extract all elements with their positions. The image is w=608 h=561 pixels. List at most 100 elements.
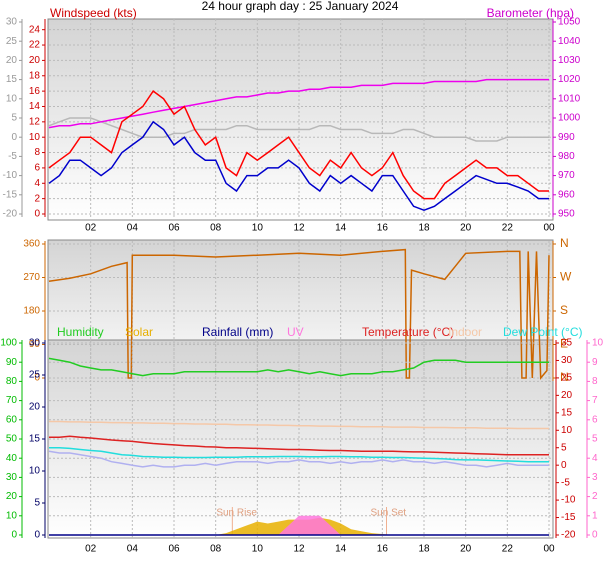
x-tick-label: 16 [377, 544, 389, 555]
y4-tick-label: 0 [592, 530, 598, 541]
y2-tick-label: S [560, 303, 568, 317]
y-tick-label: 90 [6, 357, 18, 368]
y-tick-label: 80 [6, 376, 18, 387]
y3-tick-label: 20 [6, 55, 18, 66]
y3-tick-label: -15 [3, 189, 18, 200]
y2-tick-label: W [560, 270, 572, 284]
y2-tick-label: 30 [29, 338, 41, 349]
x-tick-label: 18 [418, 544, 430, 555]
y-tick-label: 50 [6, 434, 18, 445]
y-tick-label: 40 [6, 453, 18, 464]
y3-tick-label: -20 [561, 530, 576, 541]
y3-tick-label: -10 [3, 170, 18, 181]
y3-tick-label: -5 [8, 151, 17, 162]
x-tick-label: 00 [543, 223, 555, 234]
y3-tick-label: 25 [561, 373, 573, 384]
x-tick-label: 12 [293, 544, 305, 555]
y4-tick-label: 9 [592, 357, 598, 368]
y4-tick-label: 8 [592, 376, 598, 387]
x-tick-label: 22 [502, 544, 514, 555]
x-tick-label: 06 [168, 223, 180, 234]
y-tick-label: 18 [29, 70, 41, 81]
y-tick-label: 24 [29, 24, 41, 35]
y4-tick-label: 5 [592, 434, 598, 445]
legend-entry: Dew Point (°C) [503, 325, 582, 339]
y-tick-label: 180 [23, 306, 40, 317]
y2-tick-label: N [560, 236, 569, 250]
y3-tick-label: 25 [6, 36, 18, 47]
y3-tick-label: 5 [561, 442, 567, 453]
series-line [49, 435, 549, 456]
x-tick-label: 04 [127, 544, 139, 555]
y3-tick-label: 35 [561, 338, 573, 349]
y3-tick-label: 5 [11, 113, 17, 124]
series-line [48, 248, 550, 380]
y-tick-label: 0 [11, 530, 17, 541]
y3-tick-label: 15 [561, 407, 573, 418]
series-line [48, 90, 549, 200]
x-tick-label: 20 [460, 544, 472, 555]
y2-tick-label: 1030 [558, 55, 581, 66]
y-tick-label: 22 [29, 40, 41, 51]
series-line [48, 357, 549, 377]
legend-entry: Temperature (°C) [362, 325, 454, 339]
x-tick-label: 04 [127, 223, 139, 234]
y2-tick-label: 20 [29, 402, 41, 413]
y3-tick-label: -15 [561, 512, 576, 523]
y3-tick-label: 30 [6, 17, 18, 28]
series-line [49, 446, 549, 463]
y3-tick-label: -20 [3, 209, 18, 220]
x-tick-label: 08 [210, 223, 222, 234]
y4-tick-label: 10 [592, 338, 604, 349]
x-tick-label: 18 [418, 223, 430, 234]
y-tick-label: 16 [29, 86, 41, 97]
y2-axis-label: Barometer (hpa) [487, 6, 574, 20]
y3-tick-label: 0 [561, 460, 567, 471]
y2-tick-label: 970 [558, 170, 575, 181]
y2-tick-label: 1000 [558, 113, 581, 124]
y3-tick-label: -10 [561, 495, 576, 506]
y4-tick-label: 6 [592, 414, 598, 425]
series-area [49, 515, 549, 535]
y-axis-label: Windspeed (kts) [50, 6, 137, 20]
series-line [48, 117, 549, 142]
y-tick-label: 12 [29, 116, 41, 127]
y2-tick-label: 1020 [558, 74, 581, 85]
y2-tick-label: 1050 [558, 17, 581, 28]
legend-entry: Indoor [448, 325, 482, 339]
x-tick-label: 12 [293, 223, 305, 234]
y-tick-label: 0 [34, 209, 40, 220]
x-tick-label: 10 [252, 223, 264, 234]
y2-tick-label: 990 [558, 132, 575, 143]
y-tick-label: 10 [6, 510, 18, 521]
y3-tick-label: -5 [561, 477, 570, 488]
legend-entry: Humidity [57, 325, 104, 339]
series-line [48, 78, 549, 129]
y2-tick-label: 950 [558, 209, 575, 220]
y2-tick-label: 5 [34, 498, 40, 509]
y4-tick-label: 3 [592, 472, 598, 483]
y-tick-label: 8 [34, 147, 40, 158]
x-tick-label: 02 [85, 544, 97, 555]
y-tick-label: 90 [29, 339, 41, 350]
y2-tick-label: 25 [29, 370, 41, 381]
y4-tick-label: 4 [592, 453, 598, 464]
y2-tick-label: 980 [558, 151, 575, 162]
y4-tick-label: 7 [592, 395, 598, 406]
series-line [49, 420, 549, 430]
y-tick-label: 0 [34, 373, 40, 384]
legend-entry: UV [287, 325, 304, 339]
y-tick-label: 60 [6, 414, 18, 425]
y-tick-label: 100 [0, 338, 17, 349]
y2-tick-label: 1010 [558, 93, 581, 104]
y2-tick-label: N [560, 370, 569, 384]
x-tick-label: 14 [335, 544, 347, 555]
y2-tick-label: E [560, 337, 568, 351]
y-tick-label: 30 [6, 472, 18, 483]
x-tick-label: 02 [85, 223, 97, 234]
y2-tick-label: 0 [34, 530, 40, 541]
y-tick-label: 360 [23, 239, 40, 250]
series-line [48, 450, 549, 468]
y2-tick-label: 10 [29, 466, 41, 477]
